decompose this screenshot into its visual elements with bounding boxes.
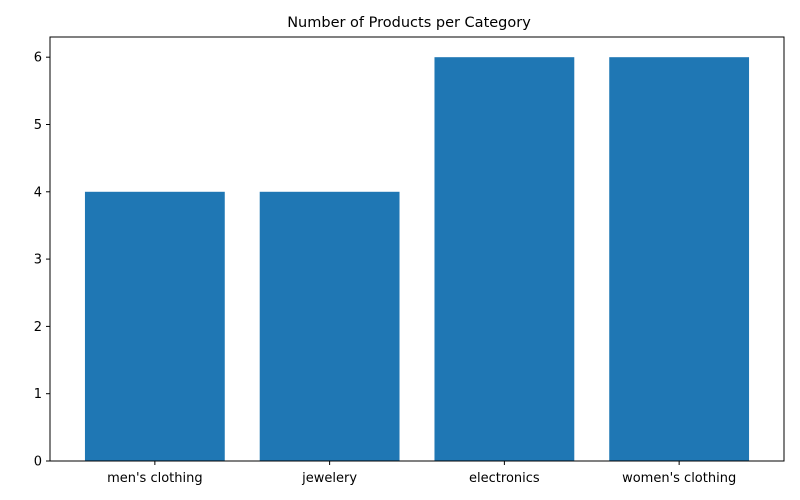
y-tick-label: 3 [34, 253, 42, 268]
bar-2 [434, 57, 575, 461]
bar-0 [84, 191, 225, 462]
x-tick-label: jewelery [301, 471, 357, 486]
x-tick-label: women's clothing [622, 471, 736, 486]
y-tick-label: 5 [34, 118, 42, 133]
plot-frame [49, 36, 785, 462]
y-tick-label: 6 [34, 51, 42, 66]
y-tick-label: 2 [34, 320, 42, 335]
bars-group [84, 57, 750, 462]
y-tick-label: 0 [34, 455, 42, 470]
x-tick-label: men's clothing [107, 471, 203, 486]
chart-title: Number of Products per Category [287, 15, 531, 31]
bar-3 [609, 57, 750, 461]
y-tick-label: 1 [34, 387, 42, 402]
y-axis: 0 1 2 3 4 5 6 [34, 51, 50, 470]
x-axis: men's clothing jewelery electronics women's… [107, 461, 736, 486]
y-tick-label: 4 [34, 185, 42, 200]
x-tick-label: electronics [469, 471, 540, 486]
bar-1 [259, 191, 400, 462]
